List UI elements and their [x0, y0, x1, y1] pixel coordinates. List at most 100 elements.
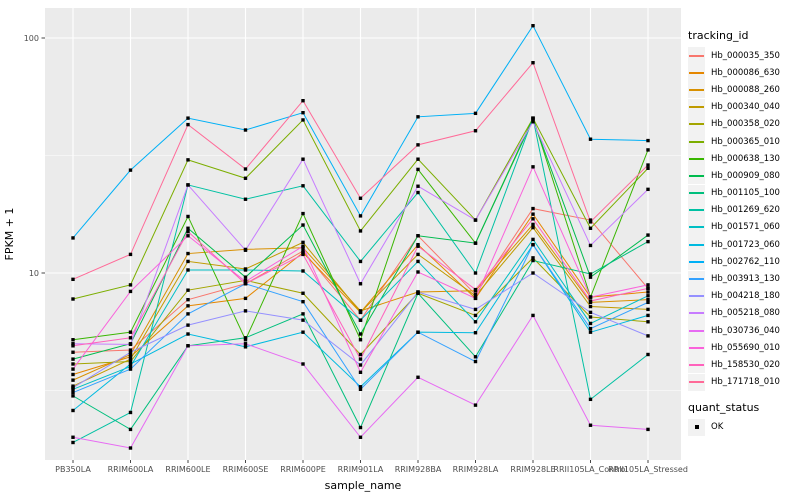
legend-entry-Hb_030736_040: Hb_030736_040: [688, 322, 800, 340]
data-point: [416, 252, 420, 257]
data-point: [186, 234, 190, 238]
data-point: [416, 330, 420, 334]
quant-legend-entries: OK: [688, 418, 800, 436]
x-tick-label: RRII105LA_Control: [553, 465, 627, 474]
data-point: [243, 282, 248, 286]
data-point: [301, 299, 305, 304]
legend-line-icon: [689, 157, 704, 160]
legend-label: Hb_000340_040: [711, 102, 780, 113]
data-point: [186, 323, 190, 327]
legend-line-icon: [689, 54, 704, 57]
data-point: [301, 269, 305, 273]
data-point: [358, 385, 363, 389]
legend-entry-Hb_005218_080: Hb_005218_080: [688, 304, 800, 322]
legend-entry-Hb_001105_100: Hb_001105_100: [688, 184, 800, 202]
legend-label: Hb_000358_020: [711, 119, 780, 130]
data-point: [186, 214, 190, 219]
legend-label: Hb_000638_130: [711, 153, 780, 164]
data-point: [646, 307, 650, 312]
legend-entry-Hb_158530_020: Hb_158530_020: [688, 356, 800, 374]
x-tick-label: RRIM600LE: [165, 465, 210, 474]
data-point: [128, 359, 133, 364]
legend-line-icon: [689, 312, 704, 315]
data-point: [128, 355, 133, 359]
quant-legend-entry: OK: [688, 418, 800, 436]
y-tick-label: 100: [24, 34, 39, 43]
legend-key-swatch: [688, 253, 705, 271]
data-point: [473, 111, 478, 116]
data-point: [71, 390, 75, 395]
data-point: [128, 446, 133, 450]
data-point: [588, 137, 593, 141]
data-point: [358, 310, 363, 315]
legend-line-icon: [689, 209, 704, 212]
quant-key-swatch: [688, 418, 705, 436]
data-point: [473, 296, 478, 301]
legend-key-swatch: [688, 339, 705, 357]
legend-label: Hb_158530_020: [711, 359, 780, 370]
data-point: [646, 166, 650, 170]
legend-label: Hb_030736_040: [711, 325, 780, 336]
data-point: [588, 295, 593, 299]
legend-key-swatch: [688, 47, 705, 65]
data-point: [128, 283, 133, 287]
legend-label: Hb_000909_080: [711, 170, 780, 181]
legend-entry-Hb_000086_630: Hb_000086_630: [688, 64, 800, 82]
legend-key-swatch: [688, 304, 705, 322]
data-point: [416, 234, 420, 238]
data-point: [301, 118, 305, 122]
y-tick-label: 10: [29, 269, 39, 278]
legend-line-icon: [689, 260, 704, 263]
legend-key-swatch: [688, 133, 705, 151]
data-point: [243, 268, 248, 272]
legend-line-icon: [689, 295, 704, 298]
data-point: [588, 243, 593, 248]
data-point: [301, 291, 305, 295]
data-point: [71, 386, 75, 390]
data-point: [646, 427, 650, 432]
x-tick-label: RRIM928BA: [395, 465, 442, 474]
data-point: [473, 359, 478, 364]
data-point: [128, 342, 133, 347]
legend-entry-Hb_000909_080: Hb_000909_080: [688, 167, 800, 185]
data-point: [358, 425, 363, 430]
data-point: [416, 115, 420, 119]
data-point: [531, 217, 535, 221]
data-point: [186, 312, 190, 316]
data-point: [186, 116, 190, 120]
data-point: [71, 357, 75, 361]
legend-line-icon: [689, 243, 704, 246]
legend-entry-Hb_003913_130: Hb_003913_130: [688, 270, 800, 288]
legend-entry-Hb_000035_350: Hb_000035_350: [688, 47, 800, 65]
data-point: [588, 310, 593, 315]
data-point: [71, 297, 75, 301]
data-point: [531, 24, 535, 28]
legend-key-swatch: [688, 236, 705, 254]
legend-line-icon: [689, 278, 704, 281]
data-point: [531, 120, 535, 124]
data-point: [243, 345, 248, 349]
data-point: [646, 233, 650, 237]
legend-label: Hb_001269_620: [711, 205, 780, 216]
data-point: [71, 350, 75, 354]
data-point: [186, 122, 190, 127]
legend-entry-Hb_000358_020: Hb_000358_020: [688, 115, 800, 133]
data-point: [71, 344, 75, 348]
data-point: [128, 357, 133, 361]
data-point: [416, 244, 420, 248]
data-point: [301, 330, 305, 334]
data-point: [646, 239, 650, 244]
data-point: [531, 237, 535, 242]
data-point: [301, 184, 305, 188]
legend-key-swatch: [688, 81, 705, 99]
quant-status-legend: quant_status OK: [688, 401, 800, 436]
data-point: [531, 258, 535, 263]
data-point: [646, 286, 650, 291]
data-point: [646, 283, 650, 287]
data-point: [531, 225, 535, 230]
x-tick-label: RRIM928LE: [510, 465, 555, 474]
data-point: [71, 277, 75, 282]
legend-key-swatch: [688, 373, 705, 391]
data-point: [128, 367, 133, 371]
